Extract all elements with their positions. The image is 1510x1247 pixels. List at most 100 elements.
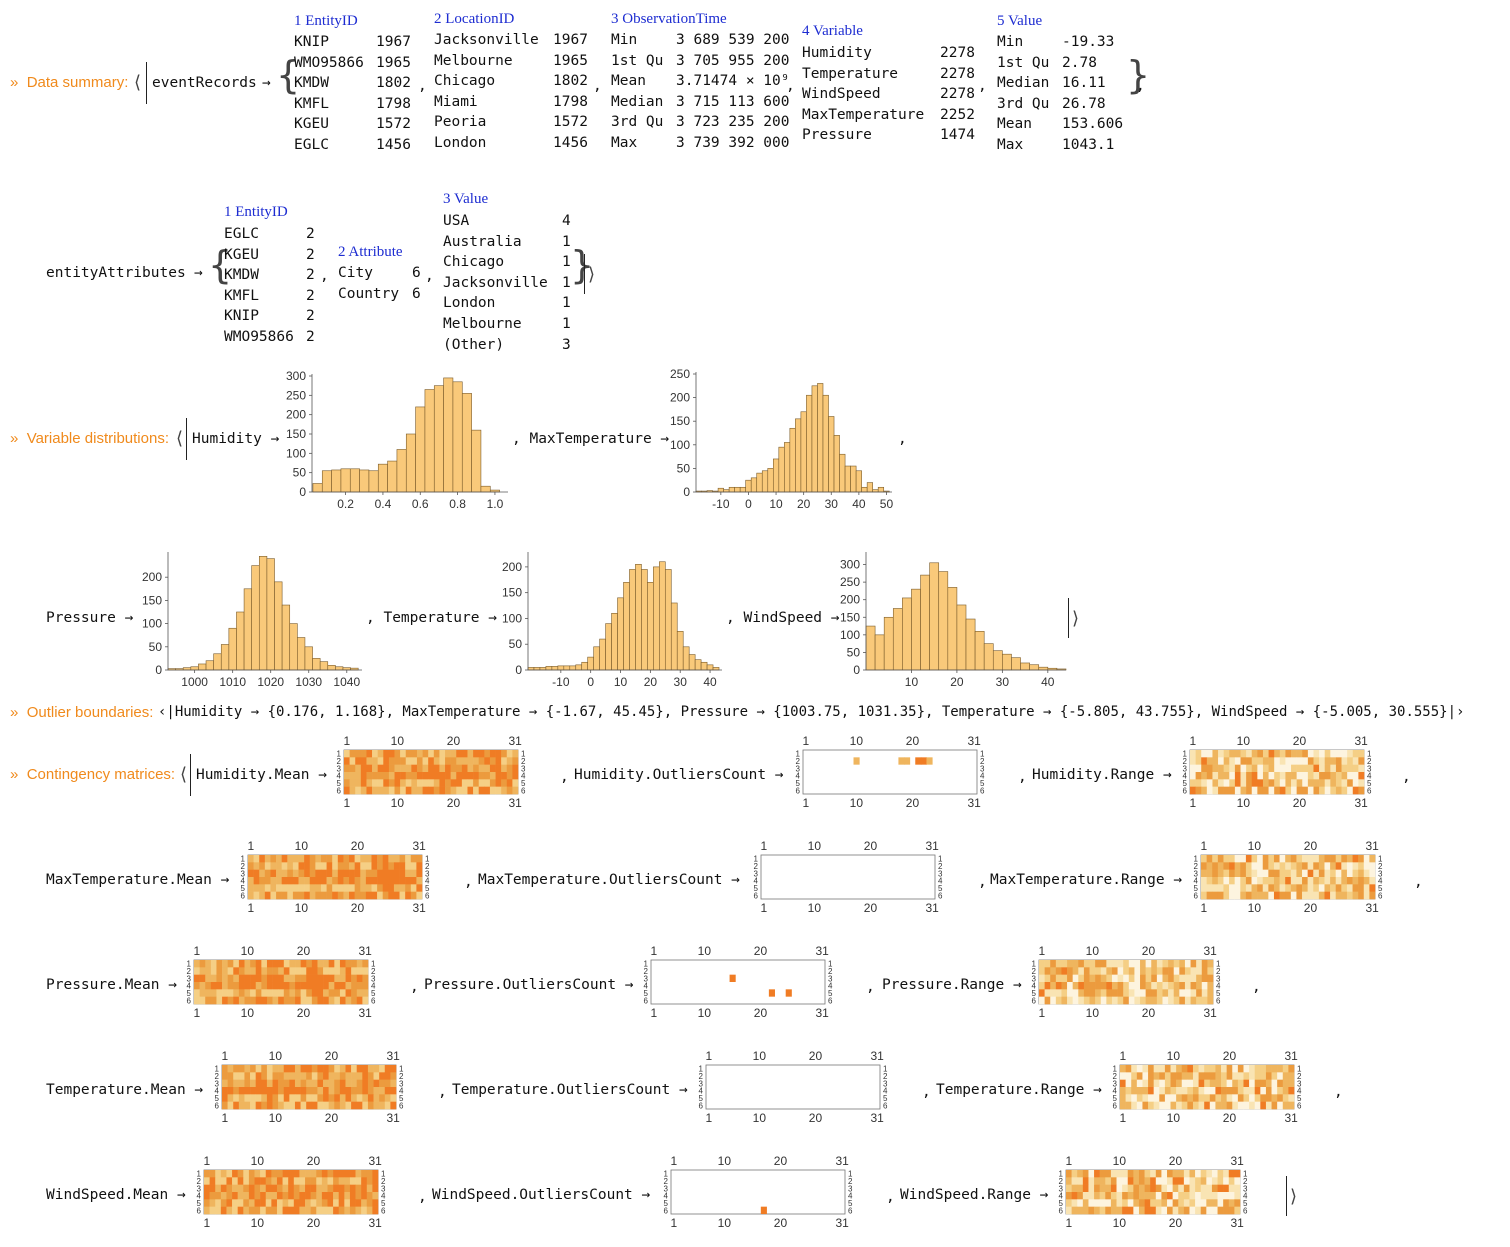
matrix-cell <box>288 1206 295 1215</box>
y-tick-label: 1 <box>1216 960 1221 969</box>
matrix-cell <box>326 869 333 878</box>
matrix-cell <box>294 1101 301 1110</box>
attributes-row-key: WMO95866 <box>224 329 294 345</box>
matrix-cell <box>1099 1206 1106 1215</box>
matrix-cell <box>293 1192 300 1200</box>
y-tick-label: 6 <box>197 1206 202 1215</box>
matrix-cell <box>283 989 290 997</box>
matrix-cell <box>1110 1184 1117 1193</box>
matrix-cell <box>332 877 339 885</box>
matrix-cell <box>1120 1065 1126 1073</box>
matrix-cell <box>362 974 369 983</box>
matrix-cell <box>1082 1184 1089 1193</box>
matrix-cell <box>1347 779 1354 787</box>
matrix-cell <box>367 1072 374 1080</box>
matrix-cell <box>1285 772 1292 780</box>
matrix-cell <box>311 960 318 968</box>
matrix-cell <box>264 869 271 878</box>
matrix-cell <box>321 1199 328 1207</box>
y-tick-label: 6 <box>938 891 943 900</box>
matrix-cell <box>1215 1065 1222 1073</box>
matrix-cell <box>1246 779 1253 787</box>
matrix-cell <box>356 1079 363 1088</box>
matrix-cell <box>260 1192 267 1200</box>
matrix-cell <box>255 996 262 1005</box>
y-tick-label: 2 <box>699 1072 704 1081</box>
matrix-cell <box>222 989 228 997</box>
matrix-cell <box>226 1199 233 1207</box>
x-tick-label: 31 <box>1285 1111 1299 1125</box>
summary-row-value: 1802 <box>376 75 411 92</box>
matrix-label: Humidity.OutliersCount → <box>574 767 784 783</box>
matrix-cell <box>388 855 395 863</box>
matrix-cell <box>287 884 294 892</box>
matrix-cell <box>1089 989 1096 997</box>
matrix-cell <box>1313 786 1320 795</box>
matrix-cell <box>292 869 299 878</box>
matrix-cell <box>1228 1184 1235 1193</box>
matrix-cell <box>1285 869 1292 878</box>
matrix-cell <box>1319 764 1326 773</box>
matrix-cell <box>1168 967 1175 975</box>
y-tick-label: 4 <box>399 1087 404 1096</box>
matrix-cell <box>1120 1079 1126 1088</box>
matrix-cell <box>254 1199 261 1207</box>
matrix-cell <box>260 1184 267 1193</box>
x-tick-label: 1 <box>802 736 809 748</box>
y-tick-label: 4 <box>1378 877 1383 886</box>
matrix-cell <box>1148 1065 1154 1073</box>
matrix-cell <box>1196 989 1203 997</box>
matrix-label: MaxTemperature.OutliersCount → <box>478 872 740 888</box>
matrix-cell <box>321 1184 328 1193</box>
matrix-cell <box>349 869 355 878</box>
matrix-cell <box>199 974 206 983</box>
matrix-cell <box>388 764 395 773</box>
matrix-cell <box>292 855 299 863</box>
x-tick-label: 10 <box>269 1051 283 1063</box>
matrix-cell <box>1369 891 1376 900</box>
matrix-cell <box>254 1170 261 1178</box>
histogram-bar <box>405 433 416 493</box>
matrix-cell <box>461 772 468 780</box>
matrix-cell <box>339 1087 346 1095</box>
matrix-cell <box>1274 750 1281 758</box>
histogram-bar <box>1029 664 1040 671</box>
matrix-cell <box>1201 974 1208 983</box>
matrix-cell <box>1262 884 1269 892</box>
matrix-cell <box>265 1177 272 1185</box>
x-tick-label: 10 <box>718 1156 732 1168</box>
y-tick-label: 3 <box>371 974 376 983</box>
matrix-cell <box>853 757 860 765</box>
matrix-cell <box>422 757 429 765</box>
matrix-cell <box>250 967 257 975</box>
matrix-cell <box>320 891 327 900</box>
matrix-cell <box>1088 1184 1095 1193</box>
matrix-cell <box>355 1184 362 1193</box>
matrix-cell <box>1172 1192 1179 1200</box>
matrix-cell <box>255 974 262 983</box>
matrix-cell <box>1234 772 1241 780</box>
matrix-cell <box>1151 974 1158 983</box>
matrix-cell <box>1192 1072 1199 1080</box>
matrix-cell <box>1201 772 1208 780</box>
histogram-bar <box>251 565 260 671</box>
matrix-cell <box>270 891 277 900</box>
matrix-cell <box>255 967 262 975</box>
matrix-cell <box>1223 764 1230 773</box>
matrix-cell <box>215 1184 222 1193</box>
matrix-cell <box>1330 877 1337 885</box>
y-tick-label: 4 <box>215 1087 220 1096</box>
matrix-cell <box>288 1170 295 1178</box>
matrix-cell <box>1335 750 1342 758</box>
matrix-cell <box>1352 757 1359 765</box>
matrix-cell <box>1176 1094 1183 1102</box>
matrix-cell <box>1145 960 1152 968</box>
matrix-cell <box>232 1206 238 1215</box>
matrix-cell <box>1190 982 1197 990</box>
matrix-cell <box>362 996 369 1005</box>
matrix-cell <box>416 862 423 870</box>
matrix-cell <box>1198 1087 1205 1095</box>
summary-row-value: 1798 <box>553 93 588 110</box>
